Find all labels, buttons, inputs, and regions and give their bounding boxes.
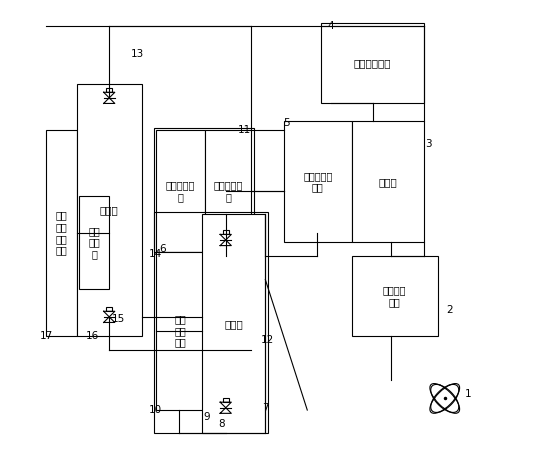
Bar [223,397,228,402]
Bar [106,88,112,92]
Text: 发电电路
模块: 发电电路 模块 [383,285,407,307]
Text: 6: 6 [159,244,166,254]
Text: 蓄电池: 蓄电池 [379,177,397,187]
Text: 17: 17 [40,330,53,341]
FancyBboxPatch shape [156,130,205,252]
Text: 9: 9 [204,412,211,422]
Text: 15: 15 [112,314,125,324]
FancyBboxPatch shape [352,121,424,242]
Text: 5: 5 [283,118,289,129]
Text: 定时电路模
块: 定时电路模 块 [166,180,195,202]
Text: 8: 8 [218,419,225,429]
FancyBboxPatch shape [284,121,352,242]
Bar [106,307,112,311]
FancyBboxPatch shape [202,214,265,433]
Text: 16: 16 [86,330,99,341]
FancyBboxPatch shape [352,256,438,336]
Text: 抽气电路模
块: 抽气电路模 块 [213,180,243,202]
Text: 2: 2 [446,305,453,315]
Text: 检测
电路
模块: 检测 电路 模块 [174,314,186,348]
Text: 4: 4 [327,21,334,31]
Text: 警报电路模块: 警报电路模块 [354,58,391,68]
Text: 12: 12 [261,335,274,345]
Text: 3: 3 [425,139,432,150]
Text: 7: 7 [262,403,269,413]
Text: 11: 11 [238,125,251,136]
FancyBboxPatch shape [321,23,424,103]
Text: 13: 13 [131,48,144,59]
Text: 10: 10 [149,405,163,415]
Text: 检测箱: 检测箱 [225,319,243,329]
Text: 14: 14 [149,249,163,259]
Text: 料箱
控制
电路
模块: 料箱 控制 电路 模块 [56,211,68,255]
FancyBboxPatch shape [77,84,142,336]
FancyBboxPatch shape [156,252,205,410]
Text: 1: 1 [465,389,471,399]
FancyBboxPatch shape [46,130,77,336]
Bar [223,230,228,234]
FancyBboxPatch shape [205,130,251,252]
Text: 单片机控制
模块: 单片机控制 模块 [303,171,333,192]
Text: 液位
传感
器: 液位 传感 器 [88,226,100,259]
FancyBboxPatch shape [79,196,109,289]
Text: 容器箱: 容器箱 [100,205,119,215]
